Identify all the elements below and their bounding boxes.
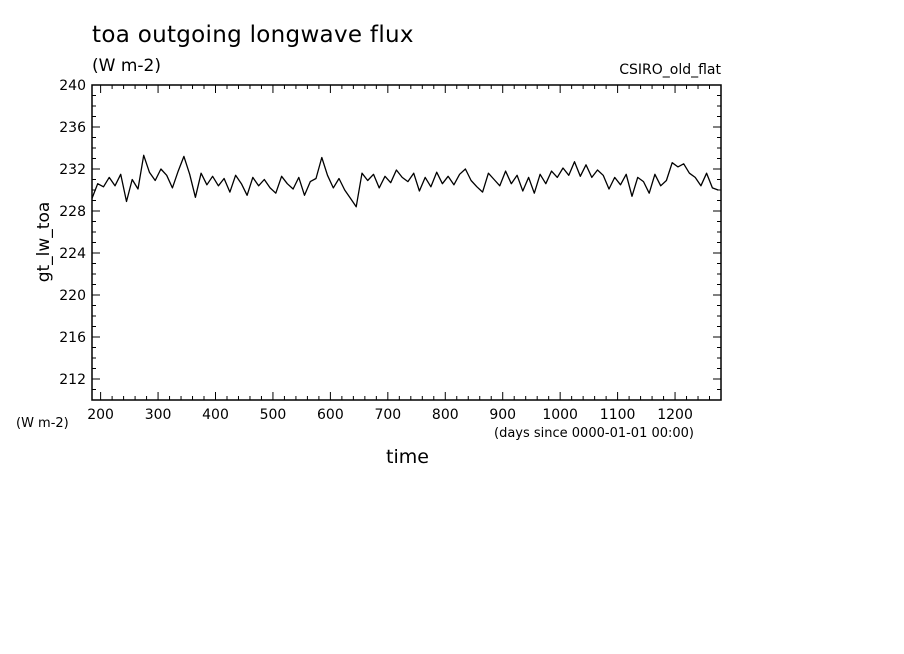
x-axis-units: (days since 0000-01-01 00:00) xyxy=(494,426,695,441)
x-tick-label: 800 xyxy=(432,407,459,423)
x-tick-label: 400 xyxy=(202,407,229,423)
x-tick-label: 600 xyxy=(317,407,344,423)
y-tick-label: 240 xyxy=(59,78,86,94)
y-tick-label: 220 xyxy=(59,288,86,304)
chart-subtitle-units: (W m-2) xyxy=(92,56,161,76)
axis-ticks xyxy=(92,84,722,401)
y-tick-label: 228 xyxy=(59,204,86,220)
y-tick-label: 212 xyxy=(59,372,86,388)
x-tick-label: 1000 xyxy=(542,407,578,423)
x-axis-label: time xyxy=(386,446,429,468)
x-tick-label: 1100 xyxy=(600,407,636,423)
x-tick-label: 900 xyxy=(489,407,516,423)
model-label: CSIRO_old_flat xyxy=(619,62,721,78)
x-tick-label: 500 xyxy=(260,407,287,423)
x-tick-label: 300 xyxy=(145,407,172,423)
series-line-0 xyxy=(91,154,719,208)
series-group xyxy=(91,154,719,208)
y-tick-label: 216 xyxy=(59,330,86,346)
chart-title: toa outgoing longwave flux xyxy=(92,22,414,48)
y-axis-units: (W m-2) xyxy=(16,416,69,431)
plot-frame xyxy=(91,84,722,401)
tick-labels: 200 300 400 500 600 700 800 900 1000 1100 1200 212 2… xyxy=(59,78,693,423)
x-tick-label: 200 xyxy=(87,407,114,423)
y-tick-label: 236 xyxy=(59,120,86,136)
y-tick-label: 224 xyxy=(59,246,86,262)
y-tick-label: 232 xyxy=(59,162,86,178)
x-tick-label: 700 xyxy=(374,407,401,423)
x-tick-label: 1200 xyxy=(657,407,693,423)
